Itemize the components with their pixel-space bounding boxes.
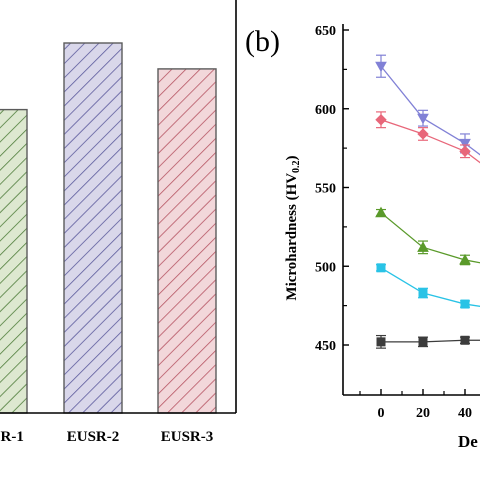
y-axis-label-main: Microhardness (HV <box>284 173 300 301</box>
series-2 <box>375 111 480 164</box>
y-tick-label: 500 <box>315 260 336 275</box>
panel-a-bar-chart: SR-1 EUSR-2 EUSR-3 <box>0 0 237 445</box>
series-4 <box>376 263 480 309</box>
marker-diamond <box>375 114 387 126</box>
marker-triangle-down <box>417 113 429 125</box>
bar-eusr-3 <box>157 68 217 414</box>
x-ticks: 0 20 40 <box>359 389 472 421</box>
y-axis-label: Microhardness (HV0.2) <box>284 155 302 300</box>
y-ticks: 450 500 550 600 650 <box>315 24 349 354</box>
marker-triangle-up <box>459 253 471 265</box>
marker-triangle-up <box>375 206 387 218</box>
y-tick-label: 550 <box>315 182 336 197</box>
bar-tick-label: SR-1 <box>0 429 24 445</box>
series-3 <box>375 206 480 266</box>
series-line <box>380 119 480 164</box>
bar-eusr-1 <box>0 108 28 414</box>
series-line <box>380 212 480 264</box>
series-line <box>380 65 480 156</box>
marker-square <box>418 288 428 298</box>
x-tick-label: 20 <box>416 406 430 421</box>
series-line <box>381 339 480 343</box>
y-axis-label-close: ) <box>284 155 300 160</box>
bar-tick-label: EUSR-3 <box>161 429 214 445</box>
series-1 <box>375 54 480 156</box>
series-5 <box>376 334 480 349</box>
marker-triangle-down <box>375 61 387 73</box>
bar-tick-label: EUSR-2 <box>67 429 120 445</box>
marker-square <box>460 335 470 345</box>
marker-triangle-up <box>417 241 429 252</box>
marker-diamond <box>417 128 429 140</box>
x-tick-label: 0 <box>378 406 385 421</box>
series <box>375 54 480 349</box>
panel-b-line-chart: (b) Microhardness (HV0.2) 450 500 550 600 65… <box>245 24 480 451</box>
bar-tick-labels: SR-1 EUSR-2 EUSR-3 <box>0 429 213 445</box>
marker-square <box>376 263 386 273</box>
marker-square <box>418 337 428 347</box>
x-axis-label: De <box>458 432 478 451</box>
y-tick-label: 450 <box>315 339 336 354</box>
y-tick-label: 650 <box>315 24 336 39</box>
bars <box>0 42 217 414</box>
marker-triangle-down <box>459 138 471 150</box>
y-tick-label: 600 <box>315 103 336 118</box>
series-line <box>380 267 480 307</box>
marker-square <box>460 299 470 309</box>
marker-diamond <box>459 145 471 157</box>
y-axis-label-sub: 0.2 <box>291 160 302 173</box>
panel-label-b: (b) <box>245 25 280 58</box>
line-axes <box>342 24 480 396</box>
x-tick-label: 40 <box>458 406 472 421</box>
bar-eusr-2 <box>63 42 123 414</box>
marker-square <box>376 337 386 347</box>
